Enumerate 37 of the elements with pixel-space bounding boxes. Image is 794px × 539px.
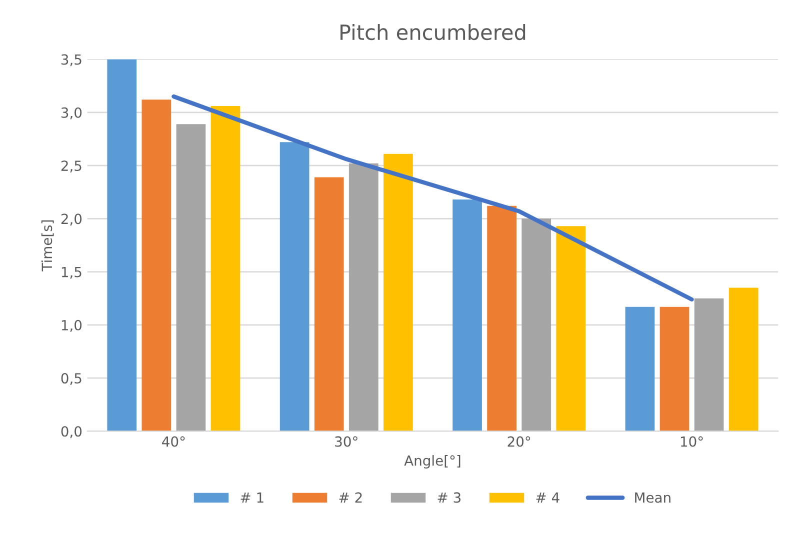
bar — [314, 177, 344, 432]
bar — [452, 200, 482, 432]
bar — [694, 298, 724, 432]
bar — [660, 306, 690, 432]
y-axis-title: Time[s] — [41, 220, 54, 272]
x-tick-label: 30° — [335, 436, 358, 447]
y-tick-label: 3,5 — [61, 54, 82, 66]
bar — [142, 100, 172, 432]
y-tick-label: 0,5 — [61, 373, 82, 385]
y-tick-label: 1,0 — [62, 320, 82, 332]
legend-label: # 2 — [339, 492, 362, 503]
legend-label: # 1 — [240, 492, 264, 503]
bar — [280, 142, 310, 432]
y-tick-label: 2,0 — [61, 214, 82, 226]
bar — [107, 59, 137, 432]
bar — [625, 306, 655, 432]
bar — [556, 226, 586, 432]
bar — [487, 206, 516, 432]
x-tick-label: 20° — [508, 436, 530, 447]
y-tick-label: 2,5 — [61, 160, 82, 172]
bar — [210, 106, 240, 432]
bar — [522, 218, 552, 432]
y-tick-label: 0,0 — [61, 426, 82, 438]
y-tick-label: 3,0 — [61, 107, 82, 120]
x-tick-label: 40° — [162, 436, 185, 447]
y-tick-label: 1,5 — [62, 266, 82, 279]
legend-label: # 4 — [536, 492, 560, 503]
bar — [176, 124, 206, 432]
chart-title: Pitch encumbered — [340, 24, 526, 40]
bar — [348, 163, 378, 432]
legend-label: # 3 — [438, 492, 460, 503]
legend-label: Mean — [635, 492, 670, 503]
x-axis-title: Angle[°] — [404, 455, 460, 468]
bar — [728, 288, 758, 432]
line-series — [172, 94, 694, 302]
x-tick-label: 10° — [680, 436, 703, 447]
bar — [384, 154, 413, 432]
